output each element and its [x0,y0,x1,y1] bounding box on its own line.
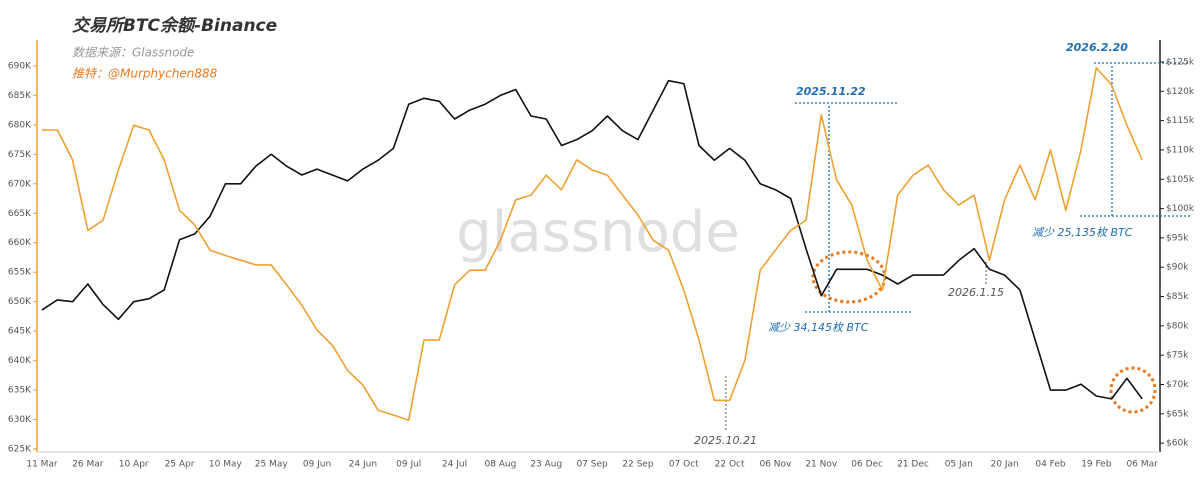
y2-tick-label: $105k [1166,175,1195,185]
x-tick-label: 23 Aug [530,460,562,470]
y2-tick-label: $80k [1166,321,1189,331]
annotation: 2026.1.15 [948,286,1004,299]
chart-title: 交易所BTC余额-Binance [72,16,277,36]
annotation: 减少 25,135枚 BTC [1032,226,1133,239]
y2-tick-label: $85k [1166,292,1189,302]
x-tick-label: 25 May [255,460,289,470]
y-tick-label: 685K [8,91,32,101]
y2-tick-label: $90k [1166,263,1189,273]
x-tick-label: 09 Jun [303,460,331,470]
y2-tick-label: $60k [1166,439,1189,449]
subtitle: 数据来源：Glassnode [72,46,194,60]
y2-tick-label: $115k [1166,116,1195,126]
x-tick-label: 09 Jul [396,460,421,470]
y-tick-label: 645K [8,327,32,337]
y-tick-label: 680K [8,120,32,130]
y-tick-label: 650K [8,297,32,307]
y2-tick-label: $110k [1166,145,1195,155]
x-tick-label: 22 Sep [622,460,654,470]
y2-tick-label: $100k [1166,204,1195,214]
watermark: glassnode [456,200,740,265]
y-tick-label: 640K [8,356,32,366]
x-tick-label: 06 Nov [759,460,792,470]
y2-tick-label: $120k [1166,87,1195,97]
annotation: 2025.11.22 [796,85,866,98]
x-tick-label: 08 Aug [484,460,516,470]
y-tick-label: 660K [8,238,32,248]
x-tick-label: 06 Dec [851,460,883,470]
x-tick-label: 22 Oct [715,460,745,470]
x-tick-label: 25 Apr [165,460,195,470]
y-tick-label: 675K [8,150,32,160]
x-tick-label: 07 Sep [576,460,608,470]
annotation: 2026.2.20 [1066,41,1128,54]
series-line [41,79,1143,400]
annotation: 减少 34,145枚 BTC [768,321,869,334]
x-tick-label: 07 Oct [669,460,699,470]
x-tick-label: 21 Dec [897,460,929,470]
x-tick-label: 06 Mar [1127,460,1159,470]
annotation-lines [795,62,1190,313]
x-tick-label: 20 Jan [991,460,1019,470]
x-tick-label: 04 Feb [1035,460,1066,470]
x-tick-label: 24 Jun [349,460,377,470]
y-tick-label: 690K [8,61,32,71]
x-tick-label: 24 Jul [442,460,467,470]
x-tick-label: 26 Mar [72,460,104,470]
y-tick-label: 655K [8,268,32,278]
x-tick-label: 10 May [209,460,243,470]
x-tick-label: 05 Jan [945,460,973,470]
y2-tick-label: $65k [1166,409,1189,419]
y-tick-label: 630K [8,415,32,425]
y2-tick-label: $95k [1166,233,1189,243]
y-tick-label: 625K [8,445,32,455]
y-tick-label: 665K [8,209,32,219]
y2-tick-label: $70k [1166,380,1189,390]
y2-tick-label: $125k [1166,57,1195,67]
x-tick-label: 19 Feb [1081,460,1112,470]
x-tick-label: 10 Apr [119,460,149,470]
x-tick-label: 11 Mar [26,460,58,470]
series-line [42,67,1143,422]
y2-tick-label: $75k [1166,351,1189,361]
credit: 推特：@Murphychen888 [72,67,218,81]
y-tick-label: 635K [8,386,32,396]
y-tick-label: 670K [8,179,32,189]
x-tick-label: 21 Nov [805,460,838,470]
annotation: 2025.10.21 [694,434,757,447]
date-markers [725,262,987,432]
